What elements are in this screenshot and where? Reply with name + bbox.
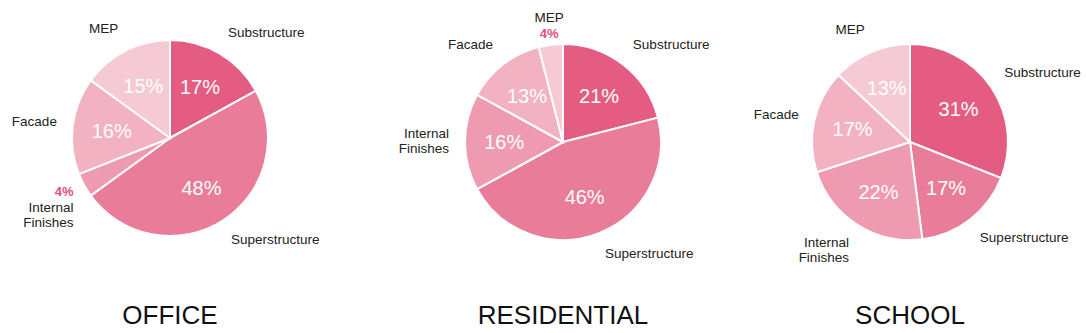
data-label: 15% — [123, 75, 163, 97]
data-label: 4% — [55, 184, 74, 199]
category-label-line: MEP — [535, 10, 564, 25]
category-label-line: Facade — [448, 37, 493, 52]
category-label-line: Substructure — [633, 37, 710, 52]
data-label: 13% — [507, 85, 547, 107]
labels-2: 31% Substructure 17% Superstructure 22% Inter… — [754, 22, 1081, 265]
data-label: 17% — [926, 177, 966, 199]
category-label-line: Superstructure — [980, 230, 1069, 245]
category-label-line: Finishes — [23, 215, 74, 230]
data-label: 21% — [579, 85, 619, 107]
category-label-line: Facade — [754, 107, 799, 122]
category-label-line: Substructure — [1004, 65, 1081, 80]
chart-title: SCHOOL — [855, 300, 965, 330]
category-label-line: Facade — [12, 114, 57, 129]
data-label: 17% — [180, 76, 220, 98]
category-label-line: Substructure — [228, 25, 305, 40]
data-label: 17% — [833, 118, 873, 140]
chart-title: RESIDENTIAL — [478, 300, 649, 330]
category-label-line: Internal — [804, 235, 849, 250]
data-label: 4% — [540, 26, 559, 41]
data-label: 48% — [181, 177, 221, 199]
category-label: Facade — [448, 37, 493, 52]
pie-slice — [477, 118, 661, 240]
chart-root: 17%Substructure48%Superstructure4%Intern… — [0, 0, 1086, 333]
category-label: MEP — [89, 21, 118, 36]
category-label-line: Finishes — [799, 250, 850, 265]
category-label-line: Superstructure — [231, 232, 320, 247]
category-label: Substructure — [228, 25, 305, 40]
category-label: Superstructure — [605, 246, 694, 261]
category-label-line: Superstructure — [605, 246, 694, 261]
data-label: 31% — [939, 98, 979, 120]
category-label: Substructure — [1004, 65, 1081, 80]
data-label: 16% — [484, 131, 524, 153]
category-label-line: MEP — [89, 21, 118, 36]
category-label-line: Internal — [29, 200, 74, 215]
category-label: Substructure — [633, 37, 710, 52]
category-label: InternalFinishes — [399, 126, 450, 156]
pie-1 — [465, 44, 661, 240]
category-label: Superstructure — [980, 230, 1069, 245]
category-label: Facade — [754, 107, 799, 122]
category-label: InternalFinishes — [799, 235, 850, 265]
data-label: 13% — [867, 77, 907, 99]
pie-2 — [812, 44, 1008, 240]
category-label: MEP — [835, 22, 864, 37]
category-label: Facade — [12, 114, 57, 129]
labels-1: 21% Substructure 46% Superstructure 16% Inter… — [399, 10, 710, 262]
category-label-line: Internal — [404, 126, 449, 141]
pie-slice — [910, 142, 1001, 239]
chart-title: OFFICE — [122, 300, 217, 330]
data-label: 22% — [858, 181, 898, 203]
category-label: InternalFinishes — [23, 200, 74, 230]
category-label: MEP — [535, 10, 564, 25]
data-label: 46% — [565, 186, 605, 208]
labels-0: 17% Substructure 48% Superstructure 4%Intern… — [12, 21, 320, 247]
data-label: 16% — [92, 120, 132, 142]
category-label-line: Finishes — [399, 141, 450, 156]
category-label: Superstructure — [231, 232, 320, 247]
pie-0 — [72, 40, 268, 236]
category-label-line: MEP — [835, 22, 864, 37]
